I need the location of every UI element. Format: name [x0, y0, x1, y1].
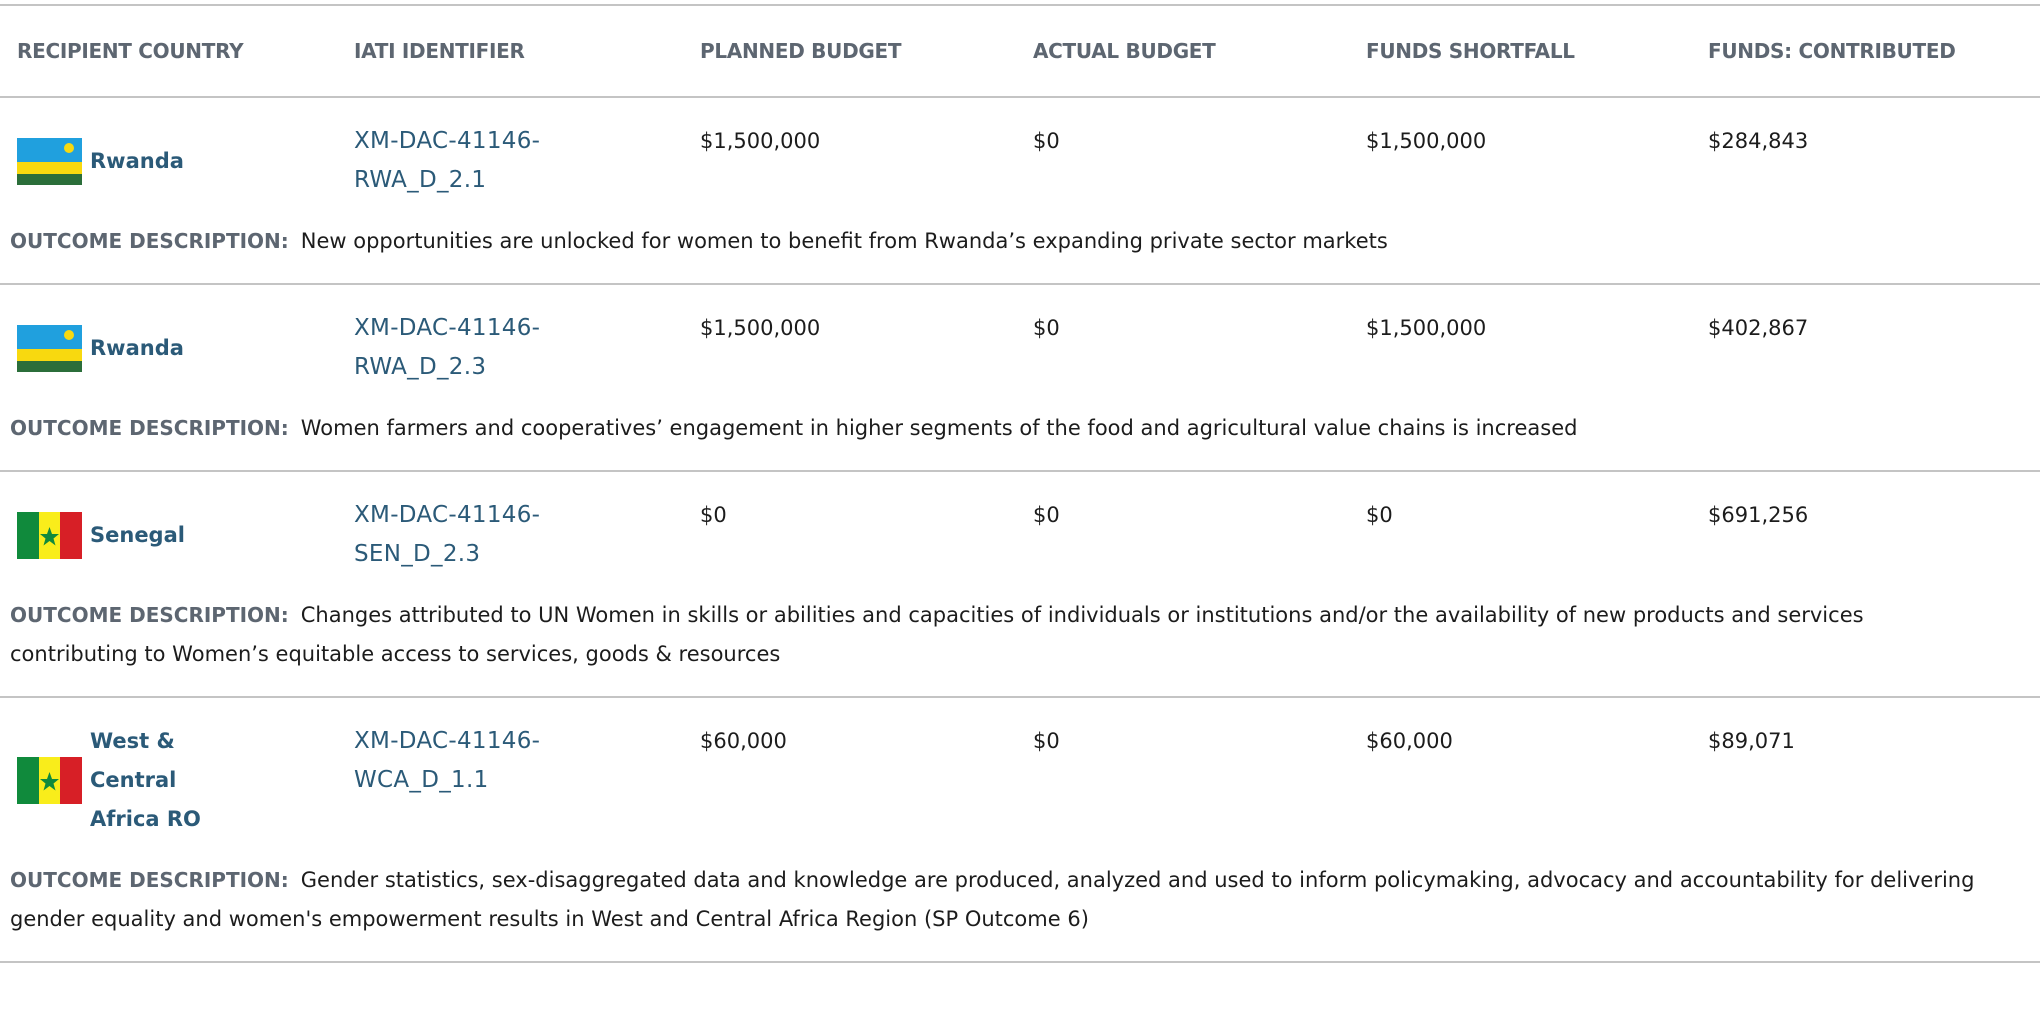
- row-main: Rwanda XM-DAC-41146-RWA_D_2.3 $1,500,000 $0…: [0, 285, 2040, 387]
- iati-link[interactable]: XM-DAC-41146-RWA_D_2.3: [354, 315, 541, 380]
- budget-cell: $0: [1033, 316, 1060, 340]
- iati-link[interactable]: XM-DAC-41146-WCA_D_1.1: [354, 728, 541, 793]
- country-link[interactable]: Rwanda: [90, 335, 184, 360]
- outcome-description: OUTCOME DESCRIPTION: New opportunities ar…: [0, 200, 2040, 261]
- country-link[interactable]: Rwanda: [90, 148, 184, 173]
- row-main: Rwanda XM-DAC-41146-RWA_D_2.1 $1,500,000 $0…: [0, 98, 2040, 200]
- budget-cell: $284,843: [1708, 129, 1809, 153]
- budget-cell: $402,867: [1708, 316, 1809, 340]
- budget-cell: $0: [1033, 729, 1060, 753]
- column-header: FUNDS: CONTRIBUTED: [1708, 39, 1956, 63]
- row-main: West & Central Africa RO XM-DAC-41146-WCA…: [0, 698, 2040, 839]
- country-link[interactable]: West & Central Africa RO: [90, 729, 201, 831]
- column-header: ACTUAL BUDGET: [1033, 39, 1216, 63]
- budget-cell: $1,500,000: [700, 316, 821, 340]
- column-header: PLANNED BUDGET: [700, 39, 902, 63]
- budget-cell: $0: [1033, 129, 1060, 153]
- budget-cell: $60,000: [700, 729, 787, 753]
- iati-link[interactable]: XM-DAC-41146-RWA_D_2.1: [354, 128, 541, 193]
- table-body: Rwanda XM-DAC-41146-RWA_D_2.1 $1,500,000 $0…: [0, 98, 2040, 963]
- iati-link[interactable]: XM-DAC-41146-SEN_D_2.3: [354, 502, 541, 567]
- country-cell: Senegal: [17, 496, 354, 574]
- flag-icon: [17, 511, 82, 559]
- budget-cell: $691,256: [1708, 503, 1809, 527]
- budget-cell: $1,500,000: [1366, 129, 1487, 153]
- table-row: Senegal XM-DAC-41146-SEN_D_2.3 $0 $0 $0 $691,…: [0, 472, 2040, 698]
- outcome-description: OUTCOME DESCRIPTION: Gender statistics, s…: [0, 839, 2040, 939]
- budget-cell: $1,500,000: [1366, 316, 1487, 340]
- budget-cell: $0: [1366, 503, 1393, 527]
- outcome-description: OUTCOME DESCRIPTION: Women farmers and co…: [0, 387, 2040, 448]
- outcome-description: OUTCOME DESCRIPTION: Changes attributed t…: [0, 574, 2040, 674]
- budget-cell: $0: [1033, 503, 1060, 527]
- outcome-label: OUTCOME DESCRIPTION:: [10, 868, 289, 892]
- funding-table: RECIPIENT COUNTRY IATI IDENTIFIER PLANNED …: [0, 4, 2040, 963]
- outcome-label: OUTCOME DESCRIPTION:: [10, 603, 289, 627]
- country-cell: Rwanda: [17, 122, 354, 200]
- table-row: Rwanda XM-DAC-41146-RWA_D_2.1 $1,500,000 $0…: [0, 98, 2040, 285]
- row-main: Senegal XM-DAC-41146-SEN_D_2.3 $0 $0 $0 $691,…: [0, 472, 2040, 574]
- outcome-text: Women farmers and cooperatives’ engageme…: [300, 416, 1578, 440]
- country-link[interactable]: Senegal: [90, 522, 185, 547]
- table-header: RECIPIENT COUNTRY IATI IDENTIFIER PLANNED …: [0, 6, 2040, 98]
- budget-cell: $60,000: [1366, 729, 1453, 753]
- country-cell: West & Central Africa RO: [17, 722, 354, 839]
- flag-icon: [17, 757, 82, 804]
- budget-cell: $89,071: [1708, 729, 1795, 753]
- outcome-text: Changes attributed to UN Women in skills…: [10, 603, 1864, 666]
- flag-icon: [17, 324, 82, 372]
- flag-icon: [17, 137, 82, 185]
- outcome-text: New opportunities are unlocked for women…: [300, 229, 1388, 253]
- column-header: RECIPIENT COUNTRY: [17, 39, 244, 63]
- table-row: Rwanda XM-DAC-41146-RWA_D_2.3 $1,500,000 $0…: [0, 285, 2040, 472]
- outcome-label: OUTCOME DESCRIPTION:: [10, 229, 289, 253]
- column-header: FUNDS SHORTFALL: [1366, 39, 1575, 63]
- budget-cell: $1,500,000: [700, 129, 821, 153]
- outcome-label: OUTCOME DESCRIPTION:: [10, 416, 289, 440]
- budget-cell: $0: [700, 503, 727, 527]
- outcome-text: Gender statistics, sex-disaggregated dat…: [10, 868, 1975, 931]
- column-header: IATI IDENTIFIER: [354, 39, 525, 63]
- country-cell: Rwanda: [17, 309, 354, 387]
- table-row: West & Central Africa RO XM-DAC-41146-WCA…: [0, 698, 2040, 963]
